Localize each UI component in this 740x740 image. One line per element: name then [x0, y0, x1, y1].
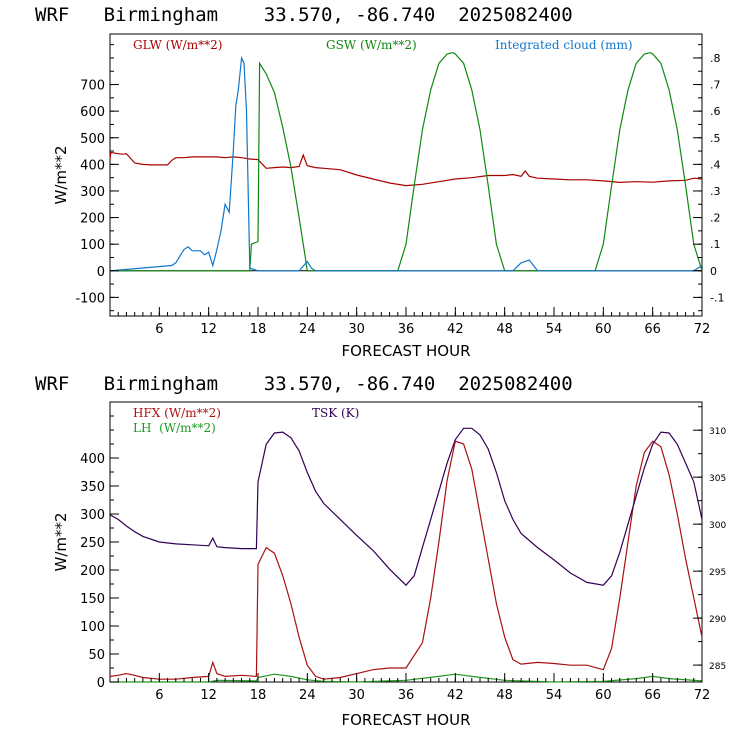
glw-gsw-cloud-chart: WRF Birmingham 33.570, -86.740 202508240…	[35, 4, 724, 360]
y-tick-label: 500	[80, 132, 105, 147]
y-tick-label: -100	[75, 291, 105, 306]
chart1-legend-gsw: GSW (W/m**2)	[326, 38, 417, 52]
y-tick-label: 50	[88, 648, 105, 663]
right-tick-label: .2	[710, 212, 721, 225]
chart2-legend-tsk: TSK (K)	[312, 406, 359, 420]
y-tick-label: 250	[80, 536, 105, 551]
chart2-legend-hfx: HFX (W/m**2)	[133, 406, 221, 420]
series-line-2-1	[109, 440, 703, 680]
y-tick-label: 200	[80, 212, 105, 227]
y-tick-label: 400	[80, 158, 105, 173]
x-tick-label: 24	[299, 688, 316, 703]
x-tick-label: 54	[546, 688, 563, 703]
y-tick-label: 300	[80, 185, 105, 200]
right-tick-label: .3	[710, 185, 721, 198]
x-tick-label: 60	[595, 688, 612, 703]
x-tick-label: 36	[398, 322, 415, 337]
x-tick-label: 54	[546, 322, 563, 337]
right-tick-label: .7	[710, 79, 721, 92]
x-tick-label: 42	[447, 688, 464, 703]
y-tick-label: 300	[80, 508, 105, 523]
right-tick-label: -.1	[710, 291, 724, 304]
chart2-x-ticks: 6 12 18 24 30 36 42 48 54 60 66 72	[117, 673, 711, 703]
x-tick-label: 42	[447, 322, 464, 337]
chart1-legend-cloud: Integrated cloud (mm)	[495, 38, 633, 52]
series-line-2-3	[109, 427, 703, 587]
x-tick-label: 66	[644, 322, 661, 337]
right-tick-label: .4	[710, 158, 721, 171]
right-tick-label: .5	[710, 132, 721, 145]
chart2-y-axis-label: W/m**2	[52, 512, 70, 571]
y-tick-label: 600	[80, 105, 105, 120]
x-tick-label: 30	[348, 322, 365, 337]
y-tick-label: 350	[80, 480, 105, 495]
x-tick-label: 72	[694, 322, 711, 337]
y-tick-label: 150	[80, 592, 105, 607]
x-tick-label: 6	[155, 688, 163, 703]
chart1-right-ticks: -.1 0 .1 .2 .3 .4 .5 .6 .7 .8	[693, 44, 724, 312]
series-line-1-2	[110, 51, 703, 272]
right-tick-label: 290	[709, 615, 726, 625]
series-line-1-3	[109, 55, 703, 272]
chart1-y-ticks: -100 0 100 200 300 400 500 600 700	[75, 44, 119, 312]
x-tick-label: 24	[299, 322, 316, 337]
x-tick-label: 36	[398, 688, 415, 703]
x-tick-label: 12	[200, 688, 217, 703]
chart2-x-axis-label: FORECAST HOUR	[341, 711, 470, 729]
x-tick-label: 48	[496, 322, 513, 337]
x-tick-label: 66	[644, 688, 661, 703]
x-tick-label: 72	[694, 688, 711, 703]
x-tick-label: 60	[595, 322, 612, 337]
y-tick-label: 100	[80, 620, 105, 635]
chart2-title: WRF Birmingham 33.570, -86.740 202508240…	[35, 373, 573, 395]
chart2-right-ticks: 285 290 295 300 305 310	[693, 406, 726, 672]
chart2-y-ticks: 0 50 100 150 200 250 300 350 400	[80, 401, 119, 691]
y-tick-label: 0	[97, 676, 105, 691]
chart1-series	[109, 51, 703, 272]
right-tick-label: 285	[709, 662, 726, 672]
x-tick-label: 30	[348, 688, 365, 703]
y-tick-label: 700	[80, 79, 105, 94]
chart2-series	[109, 427, 703, 683]
y-tick-label: 0	[97, 265, 105, 280]
chart1-x-axis-label: FORECAST HOUR	[341, 342, 470, 360]
chart1-y-axis-label: W/m**2	[52, 145, 70, 204]
chart1-legend-glw: GLW (W/m**2)	[133, 38, 222, 52]
chart1-x-ticks: 6 12 18 24 30 36 42 48 54 60 66 72	[117, 307, 711, 337]
chart2-legend-lh: LH (W/m**2)	[133, 421, 216, 435]
hfx-lh-tsk-chart: WRF Birmingham 33.570, -86.740 202508240…	[35, 373, 726, 729]
x-tick-label: 12	[200, 322, 217, 337]
right-tick-label: 300	[709, 521, 726, 531]
x-tick-label: 18	[250, 322, 267, 337]
y-tick-label: 100	[80, 238, 105, 253]
right-tick-label: .6	[710, 105, 721, 118]
right-tick-label: .8	[710, 52, 721, 65]
right-tick-label: 295	[709, 568, 726, 578]
x-tick-label: 48	[496, 688, 513, 703]
y-tick-label: 200	[80, 564, 105, 579]
series-line-1-1	[109, 151, 703, 187]
right-tick-label: 305	[709, 474, 726, 484]
right-tick-label: 0	[710, 265, 717, 278]
x-tick-label: 18	[250, 688, 267, 703]
right-tick-label: .1	[710, 238, 721, 251]
chart1-title: WRF Birmingham 33.570, -86.740 202508240…	[35, 4, 573, 26]
y-tick-label: 400	[80, 452, 105, 467]
x-tick-label: 6	[155, 322, 163, 337]
right-tick-label: 310	[709, 427, 726, 437]
